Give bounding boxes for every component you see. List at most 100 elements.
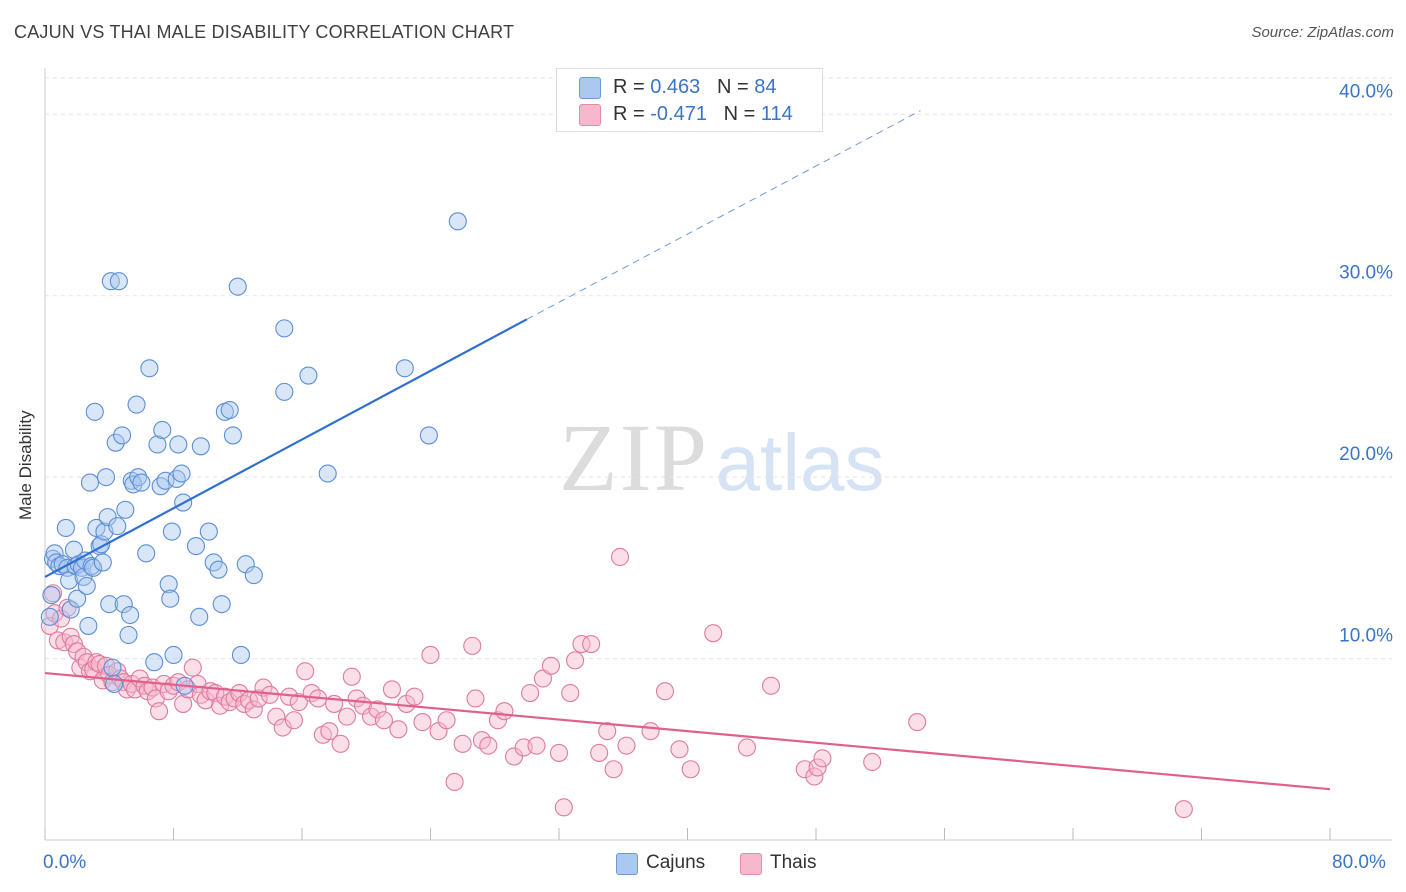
cajun-point bbox=[275, 319, 294, 338]
thai-point bbox=[863, 752, 882, 772]
thai-point bbox=[382, 680, 402, 699]
cajun-point bbox=[186, 537, 206, 556]
thai-point bbox=[80, 662, 100, 681]
thai-point bbox=[230, 683, 249, 703]
cajun-point bbox=[84, 558, 103, 577]
thai-point bbox=[681, 760, 700, 779]
axes bbox=[44, 68, 1392, 841]
cajun-point bbox=[127, 395, 146, 414]
cajun-point bbox=[132, 473, 151, 492]
thai-point bbox=[149, 702, 169, 721]
cajun-point bbox=[85, 402, 104, 421]
thai-point bbox=[87, 653, 106, 672]
thai-point bbox=[58, 598, 77, 617]
cajun-point bbox=[228, 277, 247, 296]
series-label-cajuns: Cajuns bbox=[646, 852, 706, 873]
thai-point bbox=[52, 609, 71, 628]
thai-point bbox=[374, 711, 393, 730]
thai-point bbox=[527, 736, 546, 755]
cajun-point bbox=[299, 366, 318, 385]
thai-point bbox=[220, 693, 239, 712]
legend-text-thais: R = -0.471 N = 114 bbox=[613, 103, 793, 126]
cajun-point bbox=[56, 518, 75, 537]
thai-point bbox=[437, 711, 456, 730]
cajun-point bbox=[68, 589, 87, 608]
legend-r-label: R = bbox=[613, 103, 651, 125]
cajun-point bbox=[318, 464, 337, 483]
stats-legend: R = 0.463 N = 84 R = -0.471 N = 114 bbox=[556, 68, 823, 132]
cajun-trend-extension bbox=[526, 110, 921, 320]
cajun-point bbox=[121, 605, 140, 625]
watermark: ZIP atlas bbox=[559, 404, 884, 511]
cajun-trend-line bbox=[44, 318, 528, 578]
cajun-point bbox=[191, 437, 210, 456]
chart-title: CAJUN VS THAI MALE DISABILITY CORRELATIO… bbox=[14, 22, 515, 42]
thai-point bbox=[389, 720, 408, 739]
thai-point bbox=[174, 694, 193, 713]
cajun-point bbox=[164, 645, 183, 664]
watermark-zip: ZIP bbox=[559, 404, 709, 511]
thai-point bbox=[641, 722, 660, 741]
legend-r-value: 0.463 bbox=[650, 76, 701, 98]
thai-point bbox=[405, 687, 424, 706]
thai-point bbox=[466, 689, 485, 708]
series-swatch-cajuns bbox=[616, 853, 638, 875]
thai-point bbox=[337, 707, 357, 726]
cajun-point bbox=[119, 625, 138, 645]
cajun-point bbox=[161, 589, 180, 608]
thai-point bbox=[561, 683, 580, 703]
thai-point bbox=[284, 711, 304, 730]
cajun-point bbox=[108, 517, 127, 536]
cajun-points bbox=[40, 212, 467, 695]
thai-points bbox=[40, 547, 1193, 819]
thai-point bbox=[610, 547, 630, 567]
cajun-point bbox=[199, 522, 218, 541]
cajun-point bbox=[140, 359, 159, 378]
cajun-point bbox=[190, 607, 209, 626]
cajun-point bbox=[40, 607, 59, 626]
cajun-point bbox=[395, 359, 414, 378]
y-tick-labels: 10.0% 20.0% 30.0% 40.0% bbox=[1339, 81, 1393, 646]
thai-point bbox=[590, 743, 609, 762]
thai-point bbox=[554, 798, 573, 817]
cajun-point bbox=[220, 400, 239, 420]
cajun-point bbox=[153, 420, 172, 440]
cajun-point bbox=[212, 595, 231, 614]
thai-point bbox=[296, 662, 315, 681]
thai-point bbox=[331, 734, 350, 753]
legend-n-value: 114 bbox=[760, 103, 793, 125]
thai-point bbox=[541, 656, 561, 675]
thai-point bbox=[704, 624, 723, 643]
cajun-point bbox=[79, 616, 98, 635]
legend-n-value: 84 bbox=[754, 76, 777, 98]
thai-point bbox=[655, 682, 675, 701]
cajun-point bbox=[169, 435, 188, 454]
thai-point bbox=[761, 676, 781, 695]
cajun-point bbox=[103, 658, 122, 677]
thai-point bbox=[211, 696, 230, 715]
thai-point bbox=[463, 636, 482, 655]
thai-point bbox=[320, 722, 339, 741]
thai-point bbox=[549, 743, 569, 762]
thai-point bbox=[908, 713, 927, 732]
cajun-point bbox=[419, 426, 438, 445]
cajun-point bbox=[80, 473, 100, 492]
cajun-point bbox=[96, 468, 116, 487]
thai-point bbox=[808, 758, 827, 777]
thai-point bbox=[521, 683, 540, 703]
cajun-point bbox=[159, 575, 178, 594]
thai-point bbox=[421, 645, 440, 664]
cajun-point bbox=[145, 653, 164, 672]
cajun-point bbox=[275, 382, 294, 401]
cajun-point bbox=[167, 469, 186, 489]
thai-point bbox=[342, 667, 361, 686]
thai-point bbox=[159, 682, 178, 701]
thai-point bbox=[582, 635, 601, 654]
thai-point bbox=[347, 689, 366, 708]
thai-point bbox=[479, 736, 498, 755]
cajun-point bbox=[244, 566, 263, 585]
cajun-point bbox=[172, 464, 191, 483]
thai-point bbox=[289, 693, 308, 712]
cajun-point bbox=[93, 553, 112, 572]
